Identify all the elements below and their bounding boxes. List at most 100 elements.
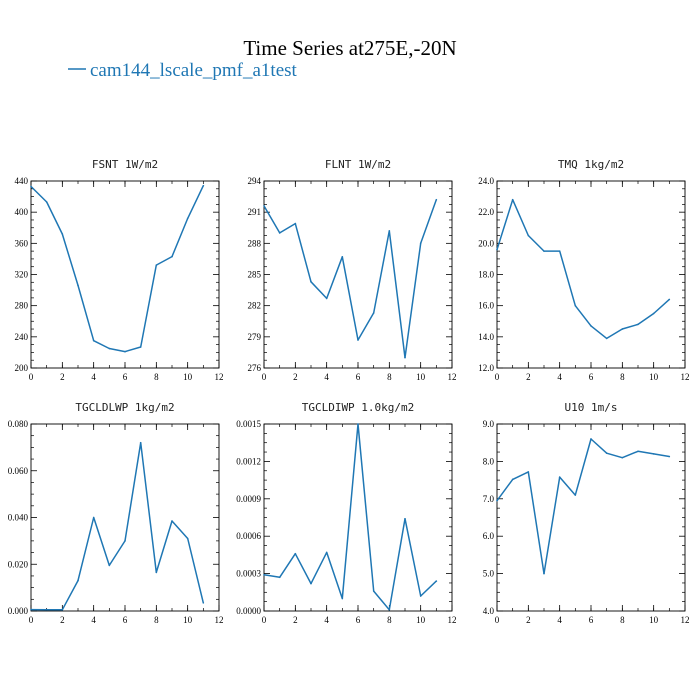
x-tick-label: 0 [495,372,500,382]
data-point [278,576,281,579]
data-point [357,339,359,341]
axes-frame [263,423,453,612]
data-point [527,234,530,237]
x-tick-label: 6 [123,615,128,625]
data-point [419,242,422,245]
data-point [155,264,158,266]
data-point [605,337,608,340]
chart-panel-1: FLNT 1W/m2 0 2 4 6 8 10 12 276 279 282 285 288 291 294 [248,158,457,382]
axes-frame [30,423,220,612]
data-point [92,339,95,342]
y-tick-label: 285 [248,270,262,280]
data-point [108,347,111,350]
x-tick-label: 8 [387,615,392,625]
series-line [263,423,437,611]
y-tick-label: 288 [248,238,262,248]
data-point [139,441,142,444]
data-point [202,602,205,604]
data-point [388,230,391,232]
data-point [496,248,498,251]
data-point [45,201,48,203]
axes-frame [30,180,220,369]
x-tick-label: 10 [416,615,426,625]
data-point [543,250,545,252]
chart-panel-3: TGCLDLWP 1kg/m2 0 2 4 6 8 10 12 0.000 0.020 0.040 0… [8,401,224,625]
axes-frame [496,423,686,612]
data-point [496,499,498,502]
y-tick-label: 0.080 [8,419,29,429]
y-tick-label: 360 [15,238,29,248]
series-line [496,198,670,340]
y-tick-label: 4.0 [483,606,495,616]
data-point [77,579,79,582]
data-point [186,537,189,540]
figure-legend: cam144_lscale_pmf_a1test [68,60,298,81]
data-point [621,456,624,459]
x-tick-label: 0 [495,615,500,625]
y-tick-label: 240 [15,332,29,342]
data-point [404,356,406,359]
y-tick-label: 0.000 [8,606,29,616]
x-tick-label: 2 [60,615,65,625]
figure-title: Time Series at275E,-20N [243,36,456,60]
data-point [372,590,375,592]
x-tick-label: 4 [324,615,329,625]
y-tick-label: 400 [15,207,29,217]
x-tick-label: 2 [526,372,531,382]
data-point [543,572,545,575]
data-point [511,198,514,201]
y-tick-label: 16.0 [478,301,494,311]
x-tick-label: 10 [649,615,659,625]
data-point [186,217,189,220]
panel-title: FLNT 1W/m2 [325,158,391,171]
data-point [45,609,48,611]
y-tick-label: 6.0 [483,531,495,541]
y-tick-label: 320 [15,270,29,280]
y-tick-label: 9.0 [483,419,495,429]
data-point [372,312,375,314]
x-tick-label: 2 [60,372,65,382]
y-tick-label: 24.0 [478,176,494,186]
panel-title: TGCLDIWP 1.0kg/m2 [302,401,415,414]
x-tick-label: 12 [681,615,690,625]
data-point [155,571,158,574]
data-point [558,476,561,478]
data-point [61,609,64,611]
data-point [294,552,297,555]
y-tick-label: 22.0 [478,207,494,217]
x-tick-label: 10 [183,372,193,382]
data-point [30,185,32,188]
x-tick-label: 2 [293,372,298,382]
x-tick-label: 6 [123,372,128,382]
y-tick-label: 7.0 [483,494,495,504]
y-tick-label: 0.0000 [236,606,261,616]
data-point [108,564,111,567]
x-tick-label: 8 [387,372,392,382]
data-point [590,325,592,327]
data-point [388,608,391,611]
data-point [574,494,577,496]
x-tick-label: 12 [681,372,690,382]
data-point [574,304,577,307]
data-point [435,198,438,201]
data-point [263,205,265,207]
x-tick-label: 4 [91,372,96,382]
x-tick-label: 8 [620,615,625,625]
panel-title: U10 1m/s [565,401,618,414]
data-point [61,233,64,235]
data-point [124,540,126,542]
y-tick-label: 291 [248,207,262,217]
data-point [202,184,205,187]
x-tick-label: 6 [589,372,594,382]
data-point [171,255,173,258]
y-tick-label: 440 [15,176,29,186]
y-tick-label: 8.0 [483,456,495,466]
x-tick-label: 0 [262,615,267,625]
series-line [30,441,205,611]
series-line [30,185,204,353]
data-point [590,438,592,440]
data-point [419,595,422,597]
x-tick-label: 12 [448,615,457,625]
data-point [357,423,359,425]
